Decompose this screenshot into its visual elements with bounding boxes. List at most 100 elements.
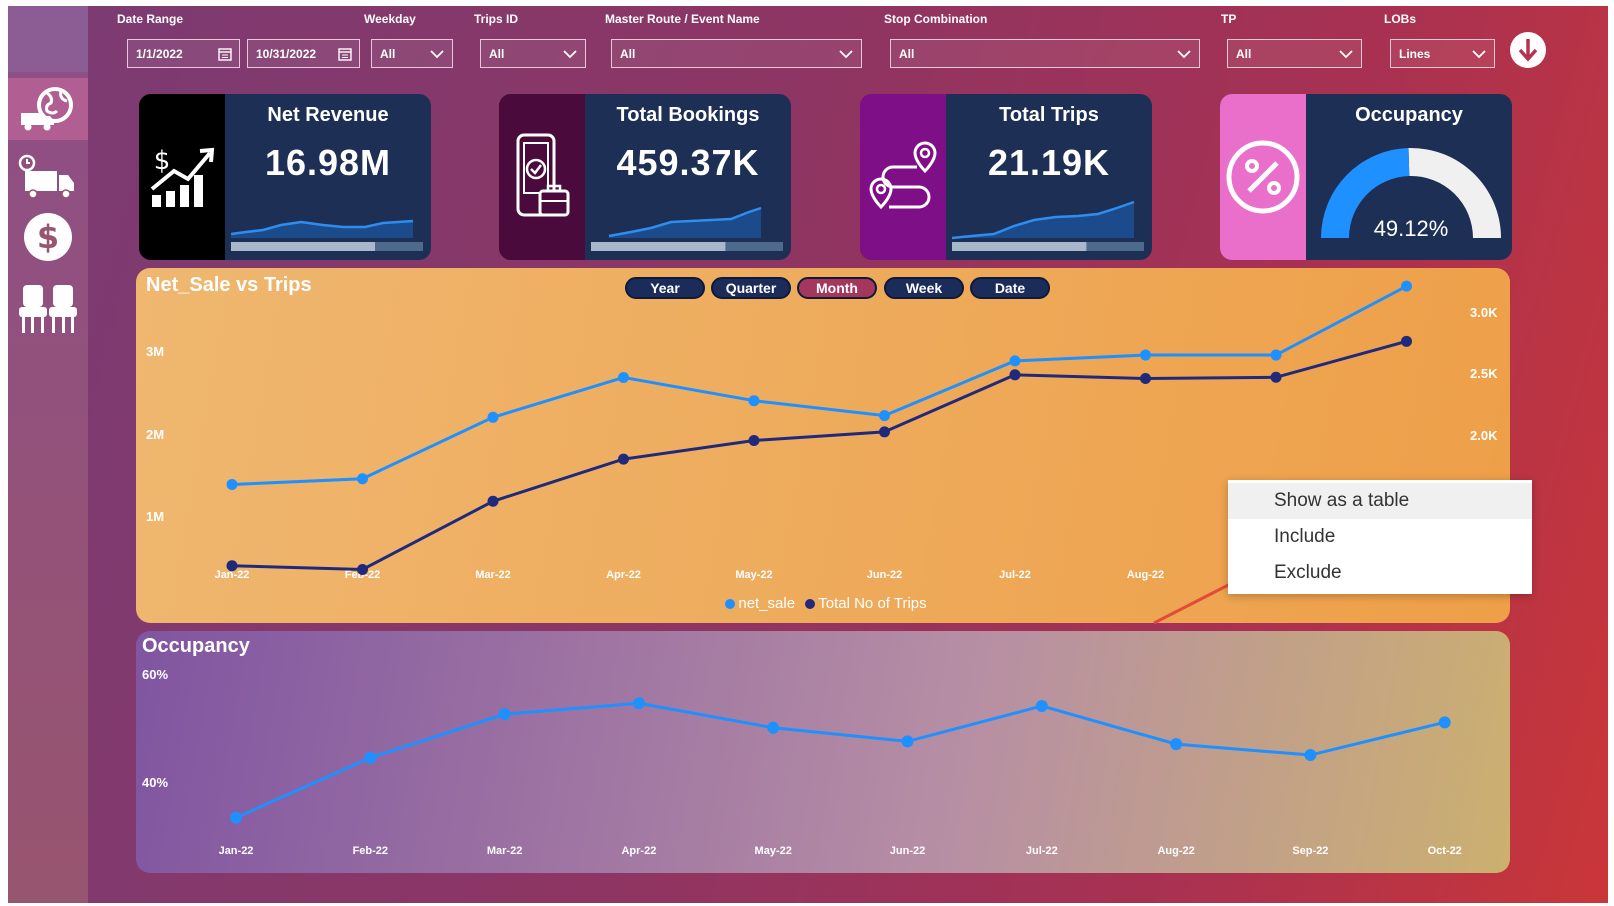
kpi-card-net-revenue[interactable]: $ Net Revenue 16.98M [139, 94, 431, 260]
data-point[interactable] [748, 435, 760, 447]
chevron-down-icon [1177, 49, 1191, 58]
kpi-title: Occupancy [1355, 104, 1463, 126]
gauge-value: 49.12% [1374, 216, 1449, 241]
x-tick-label: Aug-22 [1157, 845, 1195, 857]
tp-value: All [1236, 46, 1252, 61]
data-point[interactable] [618, 371, 629, 383]
chevron-down-icon [839, 49, 853, 58]
x-tick-label: Oct-22 [1427, 845, 1462, 857]
legend-label-trips: Total No of Trips [818, 595, 927, 612]
data-point[interactable] [879, 426, 890, 438]
sparkline [591, 206, 783, 251]
truck-icon[interactable] [14, 146, 82, 208]
data-point[interactable] [1035, 699, 1048, 712]
data-point[interactable] [901, 735, 914, 748]
menu-item-show-as-table[interactable]: Show as a table [1228, 483, 1532, 519]
data-point[interactable] [357, 473, 368, 485]
kpi-title: Total Trips [999, 104, 1099, 126]
data-point[interactable] [357, 563, 368, 575]
download-button[interactable] [1510, 32, 1546, 68]
date-range-label: Date Range [117, 12, 184, 26]
granularity-button-month[interactable]: Month [797, 277, 877, 299]
granularity-button-date[interactable]: Date [970, 277, 1050, 299]
y-right-tick: 2.0K [1470, 428, 1498, 443]
trips-id-dropdown[interactable]: All [480, 39, 586, 68]
netsale-vs-trips-panel: Net_Sale vs Trips Year Quarter Month Wee… [136, 268, 1510, 623]
data-point[interactable] [498, 708, 511, 721]
seats-icon[interactable] [14, 278, 82, 340]
data-point[interactable] [1009, 355, 1021, 367]
data-point[interactable] [487, 495, 499, 507]
data-point[interactable] [618, 453, 629, 465]
dollar-icon[interactable]: $ [14, 206, 82, 268]
lobs-label: LOBs [1384, 12, 1417, 26]
menu-item-include[interactable]: Include [1274, 526, 1336, 547]
master-route-label: Master Route / Event Name [605, 12, 760, 26]
svg-text:$: $ [37, 218, 59, 256]
chevron-down-icon [1472, 49, 1486, 58]
chart-legend: net_sale Total No of Trips [136, 595, 1510, 612]
data-point[interactable] [1438, 716, 1451, 729]
date-start-input[interactable]: 1/1/2022 [127, 39, 240, 68]
weekday-label: Weekday [364, 12, 416, 26]
data-point[interactable] [879, 410, 890, 422]
data-point[interactable] [364, 751, 377, 764]
data-point[interactable] [1270, 349, 1282, 361]
data-point[interactable] [748, 395, 760, 407]
stop-combination-dropdown[interactable]: All [890, 39, 1200, 68]
data-point[interactable] [632, 697, 645, 710]
x-tick-label: Sep-22 [1292, 845, 1329, 857]
lobs-dropdown[interactable]: Lines [1390, 39, 1495, 68]
kpi-card-total-trips[interactable]: Total Trips 21.19K [860, 94, 1152, 260]
sparkline [231, 219, 423, 251]
logo-area [8, 6, 88, 72]
data-point[interactable] [230, 811, 242, 824]
x-tick-label: Apr-22 [621, 845, 657, 857]
y-tick: 40% [142, 775, 169, 790]
calendar-icon [218, 47, 232, 61]
kpi-title: Total Bookings [616, 104, 760, 126]
menu-item-exclude[interactable]: Exclude [1274, 562, 1342, 583]
data-point[interactable] [1304, 749, 1317, 762]
percent-icon [1220, 94, 1306, 260]
x-tick-label: Jun-22 [866, 569, 903, 581]
x-tick-label: Apr-22 [606, 569, 641, 581]
tp-dropdown[interactable]: All [1227, 39, 1362, 68]
granularity-button-week[interactable]: Week [884, 277, 964, 299]
data-point[interactable] [1270, 371, 1282, 383]
granularity-button-quarter[interactable]: Quarter [711, 277, 791, 299]
netsale-chart [226, 280, 1412, 575]
data-point[interactable] [1401, 335, 1412, 347]
calendar-icon [338, 47, 352, 61]
trips-id-label: Trips ID [474, 12, 519, 26]
x-tick-label: May-22 [754, 845, 792, 857]
lobs-value: Lines [1399, 46, 1431, 61]
dashboard: $ Date Range 1/1/2022 10/31/2022 Weekday… [8, 6, 1608, 903]
progress-fill [591, 242, 726, 251]
x-tick-label: Jun-22 [889, 845, 926, 857]
kpi-card-total-bookings[interactable]: Total Bookings 459.37K [499, 94, 791, 260]
data-point[interactable] [487, 411, 499, 423]
y-left-tick: 1M [146, 509, 165, 524]
data-point[interactable] [1009, 369, 1021, 381]
data-point[interactable] [226, 479, 238, 491]
data-point[interactable] [1140, 349, 1151, 361]
chevron-down-icon [563, 49, 577, 58]
data-point[interactable] [1170, 738, 1183, 751]
granularity-button-year[interactable]: Year [625, 277, 705, 299]
data-point[interactable] [767, 721, 780, 734]
svg-text:$: $ [154, 146, 171, 176]
x-tick-label: May-22 [735, 569, 773, 581]
date-end-input[interactable]: 10/31/2022 [247, 39, 360, 68]
date-start-value: 1/1/2022 [136, 46, 183, 61]
stop-combination-value: All [899, 46, 915, 61]
kpi-card-occupancy[interactable]: Occupancy 49.12% [1220, 94, 1512, 260]
data-point[interactable] [1401, 280, 1412, 292]
x-tick-label: Feb-22 [352, 845, 389, 857]
weekday-dropdown[interactable]: All [371, 39, 453, 68]
globe-delivery-icon[interactable] [14, 78, 82, 140]
data-point[interactable] [226, 560, 238, 572]
master-route-dropdown[interactable]: All [611, 39, 862, 68]
series-line-occupancy [235, 701, 1446, 820]
data-point[interactable] [1140, 373, 1151, 385]
